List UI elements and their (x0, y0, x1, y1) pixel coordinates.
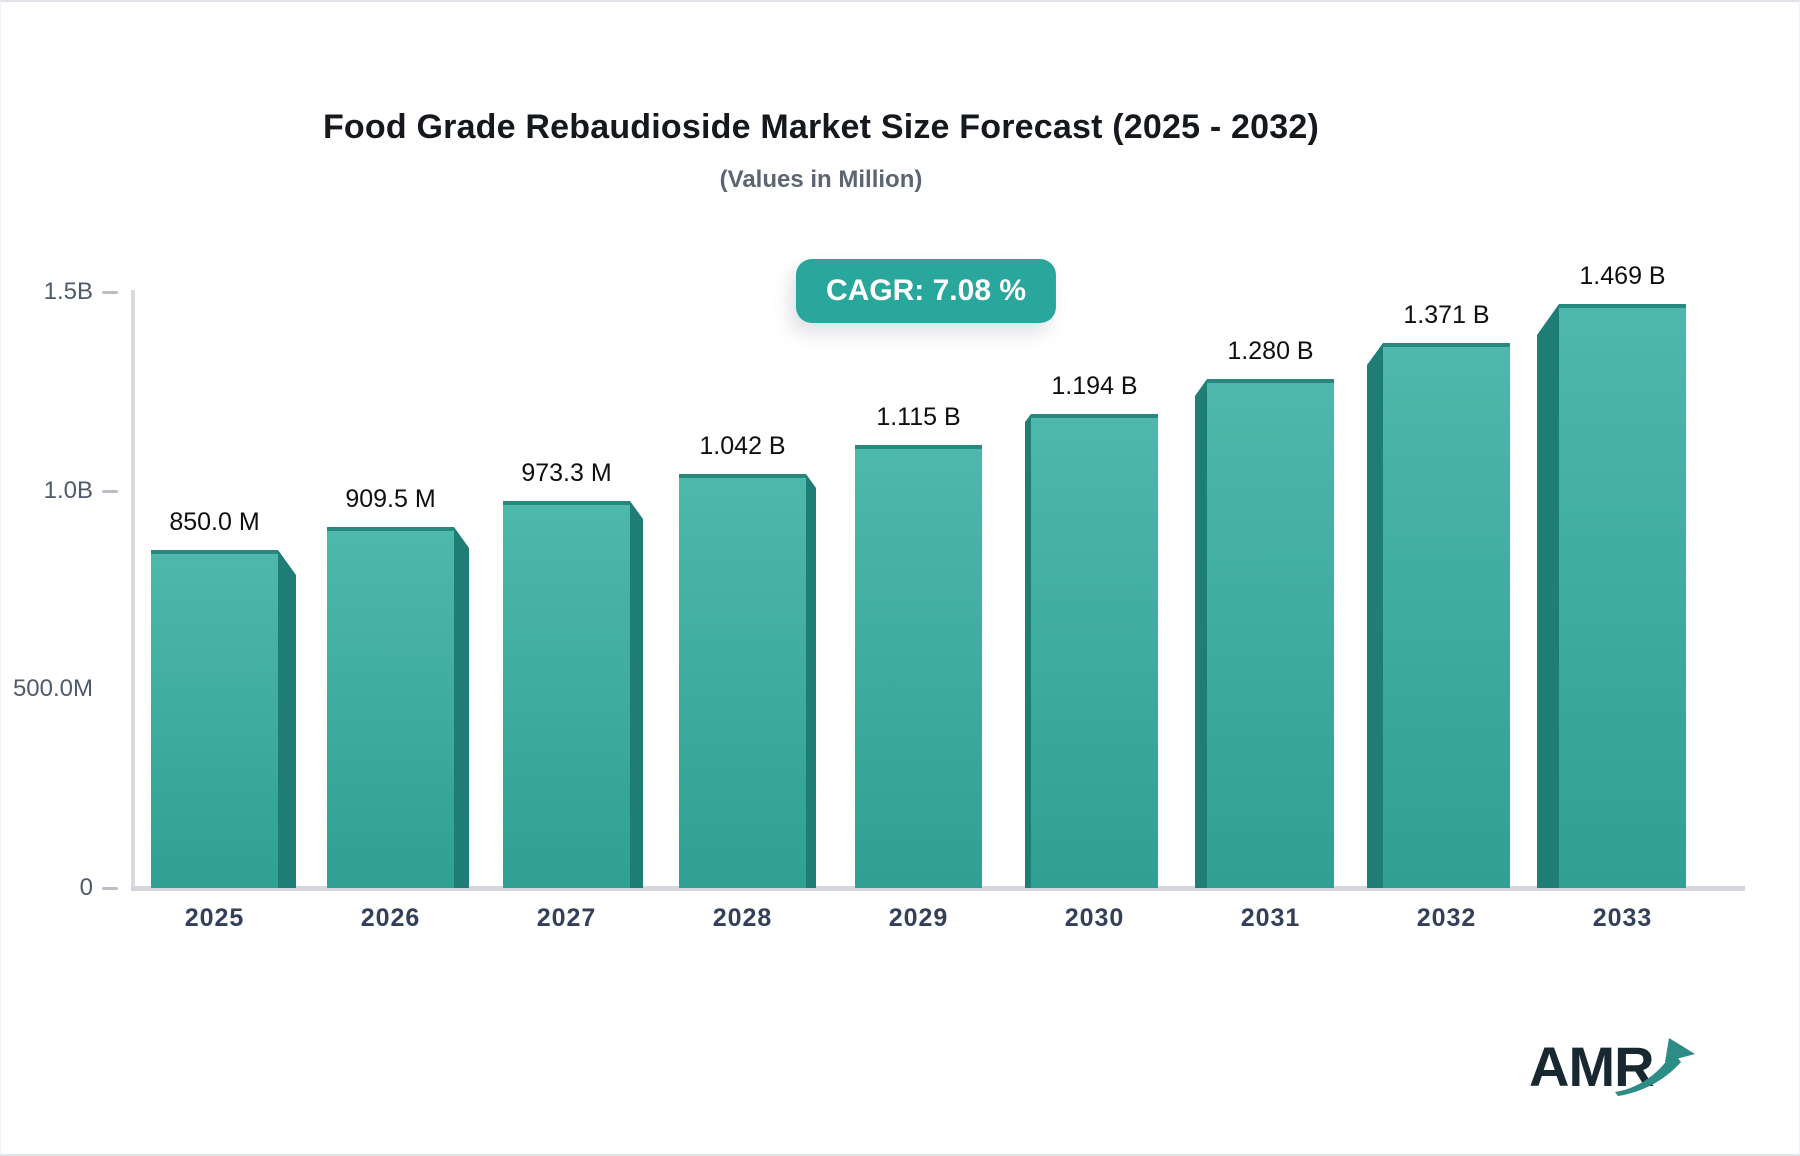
bar-side (630, 501, 643, 888)
y-axis-tick (102, 291, 118, 294)
bar-side (278, 550, 296, 888)
bar-value-label: 909.5 M (345, 485, 436, 513)
y-axis-line (131, 290, 135, 890)
x-axis-label: 2032 (1416, 904, 1477, 932)
bar-value-label: 1.469 B (1579, 262, 1666, 290)
bar-face (1383, 343, 1510, 888)
x-axis-label: 2028 (712, 904, 773, 932)
y-axis-label: 0 (79, 874, 93, 901)
chart-subtitle: (Values in Million) (719, 166, 923, 193)
x-axis-line (131, 886, 1745, 891)
y-axis-label: 1.0B (43, 477, 93, 504)
bar-side (806, 474, 816, 888)
bar-side (1367, 343, 1383, 888)
y-axis-label: 1.5B (43, 278, 93, 305)
bar-value-label: 850.0 M (169, 508, 260, 536)
bar-value-label: 1.042 B (699, 432, 786, 460)
x-axis-label: 2030 (1064, 904, 1125, 932)
bar-value-label: 1.280 B (1227, 337, 1314, 365)
y-axis-label: 500.0M (12, 675, 93, 702)
x-axis-label: 2026 (360, 904, 421, 932)
x-axis-label: 2029 (888, 904, 949, 932)
growth-arrow-icon (1615, 1038, 1695, 1096)
bar-face (679, 474, 806, 888)
x-axis-label: 2027 (536, 904, 597, 932)
amr-logo: AMR (1529, 1034, 1729, 1114)
bar-value-label: 1.371 B (1403, 301, 1490, 329)
bar-value-label: 1.115 B (876, 403, 961, 431)
bar-value-label: 973.3 M (521, 459, 612, 487)
bar-face (1031, 414, 1158, 888)
bar-face (1559, 304, 1686, 888)
cagr-badge: CAGR: 7.08 % (795, 259, 1057, 323)
bar-side (1195, 379, 1207, 888)
bar-face (503, 501, 630, 888)
x-axis-label: 2033 (1592, 904, 1653, 932)
chart-title: Food Grade Rebaudioside Market Size Fore… (322, 108, 1320, 146)
bar-side (454, 527, 469, 888)
bar-side (1025, 414, 1031, 888)
bar-face (327, 527, 454, 888)
y-axis-tick (102, 887, 118, 890)
y-axis-tick (102, 490, 118, 493)
x-axis-label: 2031 (1240, 904, 1301, 932)
bar-side (1537, 304, 1559, 888)
bar-value-label: 1.194 B (1051, 372, 1138, 400)
x-axis-label: 2025 (184, 904, 245, 932)
bar-face (855, 445, 982, 888)
bar-face (151, 550, 278, 888)
bar-face (1207, 379, 1334, 888)
